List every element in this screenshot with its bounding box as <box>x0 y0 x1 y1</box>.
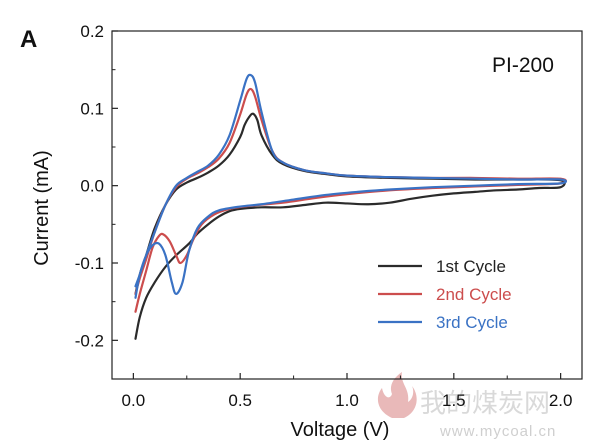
watermark-text: 我的煤炭网 <box>420 389 550 419</box>
x-tick-label: 0.5 <box>228 391 252 410</box>
axes: 0.0 0.5 1.0 1.5 2.0 -0.2 -0.1 0.0 0.1 0.2 <box>75 22 583 410</box>
plot-area <box>134 73 568 340</box>
y-tick-label: 0.1 <box>80 99 104 118</box>
x-tick-label: 2.0 <box>549 391 573 410</box>
y-axis-label: Current (mA) <box>31 150 53 266</box>
legend: 1st Cycle 2nd Cycle 3rd Cycle <box>378 257 512 332</box>
x-tick-label: 1.5 <box>442 391 466 410</box>
series-line-3 <box>134 73 568 299</box>
legend-label-2: 2nd Cycle <box>436 285 512 304</box>
y-tick-label: -0.1 <box>75 254 104 273</box>
sample-annotation: PI-200 <box>492 54 554 77</box>
x-tick-label: 0.0 <box>122 391 146 410</box>
y-tick-label: -0.2 <box>75 331 104 350</box>
series-line-1 <box>134 112 566 340</box>
x-axis-label: Voltage (V) <box>291 419 390 441</box>
y-tick-label: 0.2 <box>80 22 104 41</box>
y-tick-label: 0.0 <box>80 177 104 196</box>
watermark-url: www.mycoal.cn <box>439 423 556 440</box>
flame-logo <box>377 372 417 418</box>
series-line-2 <box>134 87 568 313</box>
panel-letter: A <box>20 26 37 53</box>
plot-frame <box>111 30 583 380</box>
legend-label-1: 1st Cycle <box>436 257 506 276</box>
legend-label-3: 3rd Cycle <box>436 313 508 332</box>
x-tick-label: 1.0 <box>335 391 359 410</box>
watermark: 我的煤炭网 www.mycoal.cn <box>377 372 556 440</box>
